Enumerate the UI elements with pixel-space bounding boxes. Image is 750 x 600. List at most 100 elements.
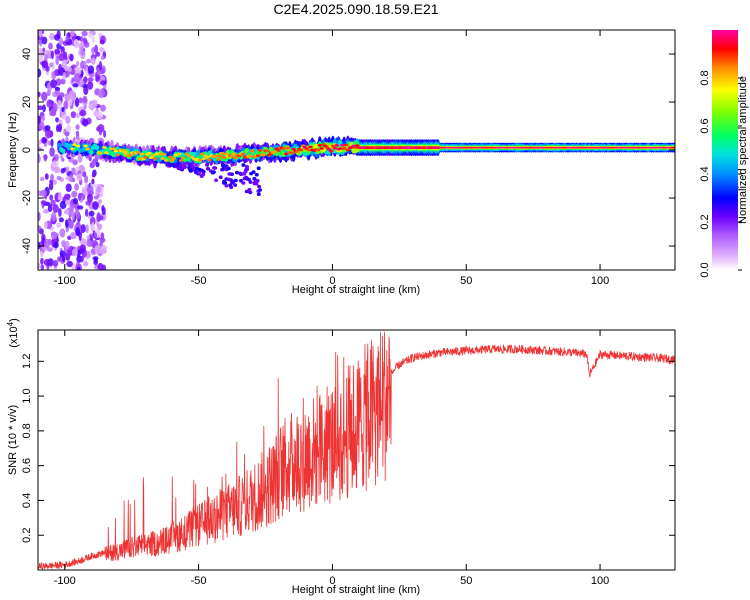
spectrogram-branch-cell [201, 169, 206, 174]
y-tick-label: 20 [21, 96, 33, 108]
spectrogram-ridge-cell [205, 155, 210, 159]
spectrogram-branch-cell [197, 167, 202, 172]
colorbar-tick-label: 0.0 [699, 262, 711, 277]
spectrogram-noise-speck [59, 228, 66, 238]
spectrogram-noise-speck [59, 250, 67, 258]
spectrogram-noise-speck [93, 195, 99, 200]
spectrogram-noise-speck [52, 160, 59, 168]
spectrogram-branch-cell [191, 165, 196, 169]
spectrogram-ridge-cell [83, 144, 88, 148]
spectrogram-noise-speck [100, 232, 105, 240]
spectrogram-noise-speck [86, 185, 94, 195]
x-tick-label: 0 [329, 275, 335, 287]
spectrogram-noise-speck [52, 102, 58, 113]
spectrogram-noise-speck [61, 157, 65, 162]
spectrogram-branch-cell [235, 170, 239, 175]
spectrogram-noise-speck [68, 219, 74, 229]
x-tick-label: -100 [54, 275, 76, 287]
x-tick-label: 0 [329, 575, 335, 587]
spectrogram-noise-speck [58, 191, 62, 200]
spectrogram-noise-speck [43, 221, 48, 229]
spectrogram-ridge-cell [94, 145, 100, 151]
spectrogram-noise-speck [63, 100, 69, 110]
spectrogram-noise-speck [49, 110, 57, 117]
spectrogram-ridge-cell [334, 144, 339, 147]
spectrogram-noise-speck [38, 225, 42, 231]
spectrogram-ridge-cell [147, 151, 152, 155]
spectrogram-noise-speck [42, 138, 48, 143]
snr-series-line [38, 331, 675, 570]
spectrogram-noise-speck [72, 83, 79, 88]
spectrogram-noise-speck [96, 212, 101, 223]
spectrogram-ridge-cell [276, 149, 281, 152]
colorbar-tick-label: 0.6 [699, 118, 711, 133]
spectrogram-ridge-cell [199, 152, 204, 156]
spectrogram-noise-speck [38, 30, 43, 38]
spectrogram-branch-cell [231, 180, 235, 184]
spectrogram-ridge-cell [317, 143, 322, 147]
spectrogram-heatmap [38, 30, 675, 270]
spectrogram-noise-speck [92, 201, 99, 210]
spectrogram-noise-speck [71, 190, 78, 198]
spectrogram-noise-speck [44, 173, 49, 180]
spectrogram-noise-speck [75, 227, 81, 236]
spectrogram-noise-speck [66, 124, 72, 134]
spectrogram-noise-speck [41, 115, 46, 122]
spectrogram-ticks: -100 -50 0 50 100 -40 -20 0 20 40 [21, 30, 675, 287]
spectrogram-noise-speck [77, 205, 84, 210]
spectrogram-ridge-cell [177, 152, 182, 156]
spectrogram-noise-speck [56, 30, 61, 40]
spectrogram-noise-speck [81, 118, 89, 127]
spectrogram-noise-speck [95, 162, 100, 168]
spectrogram-branch-cell [212, 166, 217, 170]
spectrogram-ridge-cell [283, 152, 289, 156]
spectrogram-ridge-cell [257, 149, 263, 152]
spectrogram-noise-speck [38, 147, 43, 152]
spectrogram-ridge-cell [111, 147, 116, 151]
spectrogram-ridge-cell [240, 152, 246, 156]
spectrogram-branch-cell [205, 163, 210, 167]
spectrogram-noise-speck [91, 173, 96, 178]
spectrogram-noise-speck [47, 247, 53, 252]
spectrogram-noise-speck [68, 66, 72, 73]
spectrogram-noise-speck [83, 76, 88, 84]
spectrogram-ridge-cell [220, 151, 225, 155]
colorbar-label: Normalized spectral amplitude [737, 76, 749, 224]
spectrogram-branch-cell [251, 170, 256, 174]
spectrogram-ridge-cell [342, 147, 347, 150]
spectrogram-noise-speck [87, 81, 94, 90]
spectrogram-branch-cell [242, 171, 247, 176]
spectrogram-noise-speck [38, 105, 43, 111]
spectrogram-noise-speck [43, 154, 48, 162]
spectrogram-ridge-cell [115, 153, 120, 157]
spectrogram-ridge-cell [162, 153, 167, 156]
spectrogram-ridge-cell [298, 148, 304, 152]
spectrogram-noise-speck [68, 98, 73, 107]
x-tick-label: 50 [460, 575, 472, 587]
spectrogram-ridge-cell [180, 156, 186, 160]
spectrogram-noise-speck [38, 47, 43, 53]
spectrogram-noise-speck [96, 112, 103, 119]
spectrogram-noise-speck [64, 92, 71, 102]
snr-plot [38, 331, 675, 570]
spectrogram-ridge-cell [272, 150, 278, 154]
spectrogram-noise-speck [40, 257, 44, 265]
colorbar-ticks: 0.0 0.2 0.4 0.6 0.8 [699, 70, 742, 278]
spectrogram-noise-speck [40, 264, 45, 270]
spectrogram-ridge-cell [313, 143, 319, 149]
spectrogram-branch-cell [256, 192, 261, 196]
spectrogram-noise-speck [76, 266, 81, 270]
spectrogram-branch-cell [255, 179, 260, 183]
spectrogram-noise-speck [91, 178, 95, 185]
spectrogram-ridge-cell [229, 155, 234, 158]
spectrogram-noise-speck [83, 104, 87, 110]
spectrogram-noise-speck [38, 139, 42, 144]
spectrogram-noise-speck [100, 55, 105, 61]
spectrogram-ridge-cell [285, 146, 291, 150]
spectrogram-branch-cell [229, 185, 234, 190]
spectrogram-noise-speck [49, 147, 55, 157]
spectrogram-ridge-cell [233, 156, 238, 160]
spectrogram-noise-speck [43, 209, 50, 214]
spectrogram-noise-speck [47, 204, 53, 212]
spectrogram-branch-cell [187, 165, 192, 170]
